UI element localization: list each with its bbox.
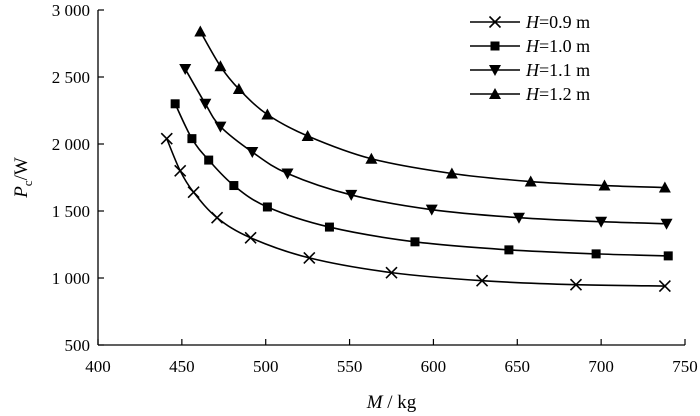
y-axis-title: Pc/W bbox=[11, 157, 35, 199]
data-point bbox=[214, 121, 227, 133]
legend-label: H=1.0 m bbox=[525, 36, 590, 56]
data-point bbox=[179, 63, 192, 75]
y-axis-title-sub: c bbox=[20, 180, 35, 186]
axes: 500 1 000 1 500 2 000 2 500 3 000 400 450 500 550… bbox=[52, 1, 698, 376]
data-point bbox=[262, 202, 272, 212]
data-point bbox=[445, 167, 458, 179]
data-point bbox=[301, 129, 314, 141]
legend-label: H=0.9 m bbox=[525, 12, 590, 32]
y-tick-label: 1 000 bbox=[52, 269, 90, 288]
data-point bbox=[229, 181, 239, 191]
data-point bbox=[303, 251, 316, 264]
data-point bbox=[261, 108, 274, 120]
x-tick-label: 750 bbox=[672, 357, 698, 376]
series-line bbox=[174, 103, 669, 257]
data-point bbox=[199, 98, 212, 110]
legend-marker bbox=[488, 15, 502, 29]
data-point bbox=[345, 189, 358, 201]
legend: H=0.9 mH=1.0 mH=1.1 mH=1.2 m bbox=[470, 12, 590, 104]
x-tick-label: 600 bbox=[421, 357, 447, 376]
legend-marker bbox=[489, 88, 501, 99]
axis-titles: M / kg Pc/W bbox=[11, 157, 417, 413]
data-point bbox=[204, 155, 214, 165]
x-tick-label: 650 bbox=[505, 357, 531, 376]
y-tick-label: 500 bbox=[65, 336, 91, 355]
x-tick-label: 700 bbox=[588, 357, 614, 376]
data-point bbox=[658, 181, 671, 193]
x-tick-label: 500 bbox=[253, 357, 279, 376]
data-point bbox=[246, 147, 259, 159]
x-axis-title-var: M bbox=[366, 392, 384, 413]
data-point bbox=[524, 175, 537, 187]
legend-label-var: H bbox=[525, 36, 540, 56]
legend-item: H=1.0 m bbox=[470, 36, 590, 56]
x-tick-label: 400 bbox=[85, 357, 111, 376]
data-point bbox=[410, 237, 420, 247]
series-4 bbox=[194, 25, 671, 193]
legend-label-value: =1.1 m bbox=[539, 60, 590, 80]
data-point bbox=[512, 212, 525, 224]
data-point bbox=[160, 132, 173, 145]
legend-label-value: =1.2 m bbox=[539, 84, 590, 104]
series-1 bbox=[160, 132, 671, 293]
x-axis-title-unit: / kg bbox=[383, 392, 417, 413]
y-tick-label: 3 000 bbox=[52, 1, 90, 20]
x-tick-label: 450 bbox=[169, 357, 195, 376]
y-axis-title-var: P bbox=[11, 186, 32, 199]
legend-label: H=1.2 m bbox=[525, 84, 590, 104]
legend-label: H=1.1 m bbox=[525, 60, 590, 80]
data-point bbox=[232, 83, 245, 95]
data-point bbox=[194, 25, 207, 37]
y-tick-label: 1 500 bbox=[52, 202, 90, 221]
data-point bbox=[504, 245, 514, 255]
data-point bbox=[663, 251, 673, 261]
data-point bbox=[170, 99, 180, 109]
data-point bbox=[244, 231, 257, 244]
legend-label-var: H bbox=[525, 84, 540, 104]
data-point bbox=[660, 218, 673, 230]
data-point bbox=[595, 216, 608, 228]
data-point bbox=[187, 134, 197, 144]
legend-label-value: =1.0 m bbox=[539, 36, 590, 56]
series-2 bbox=[170, 99, 673, 261]
y-tick-label: 2 500 bbox=[52, 68, 90, 87]
data-point bbox=[365, 152, 378, 164]
series-line bbox=[199, 31, 665, 189]
data-point bbox=[658, 279, 671, 293]
legend-label-value: =0.9 m bbox=[539, 12, 590, 32]
data-point bbox=[425, 204, 438, 216]
data-point bbox=[281, 168, 294, 180]
y-tick-label: 2 000 bbox=[52, 135, 90, 154]
y-axis-title-unit: /W bbox=[11, 157, 32, 180]
legend-label-var: H bbox=[525, 60, 540, 80]
data-point bbox=[476, 274, 489, 287]
data-point bbox=[214, 60, 227, 72]
legend-marker bbox=[489, 65, 501, 76]
legend-label-var: H bbox=[525, 12, 540, 32]
data-point bbox=[324, 222, 334, 232]
series-line bbox=[166, 138, 665, 287]
data-point bbox=[187, 186, 200, 199]
legend-item: H=0.9 m bbox=[470, 12, 590, 32]
data-point bbox=[569, 278, 583, 291]
legend-marker bbox=[490, 41, 500, 51]
legend-item: H=1.2 m bbox=[470, 84, 590, 104]
x-tick-label: 550 bbox=[337, 357, 363, 376]
data-point bbox=[598, 179, 611, 191]
data-point bbox=[591, 249, 601, 259]
x-axis-title: M / kg bbox=[366, 392, 417, 413]
data-point bbox=[385, 266, 398, 279]
series-group bbox=[160, 25, 673, 293]
legend-item: H=1.1 m bbox=[470, 60, 590, 80]
data-point bbox=[174, 164, 187, 177]
data-point bbox=[211, 211, 224, 224]
series-3 bbox=[179, 63, 673, 230]
series-line bbox=[184, 68, 667, 225]
